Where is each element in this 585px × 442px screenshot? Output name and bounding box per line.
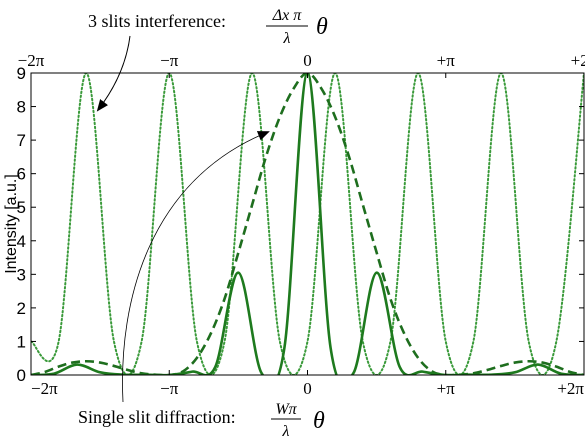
y-tick-label: 5	[17, 198, 26, 217]
series-line-interference	[31, 73, 584, 375]
diffraction-annotation-numerator: Wπ	[275, 401, 297, 418]
interference-annotation-arrow	[96, 35, 131, 112]
x-tick-label-top: −π	[160, 51, 179, 70]
diffraction-annotation-text: Single slit diffraction:	[78, 407, 236, 427]
y-tick-label: 3	[17, 265, 26, 284]
interference-annotation: 3 slits interference: Δx π λ θ	[88, 7, 328, 112]
plot-frame	[30, 72, 585, 376]
diffraction-annotation: Single slit diffraction: Wπ λ θ	[78, 131, 325, 440]
x-tick-label-bottom: +2π	[557, 379, 584, 398]
y-axis-label: Intensity [a.u.]	[3, 174, 20, 274]
series-line-diffraction	[31, 73, 584, 375]
x-tick-label-top: +π	[437, 51, 456, 70]
diffraction-annotation-denominator: λ	[282, 423, 290, 440]
x-tick-label-top: −2π	[18, 51, 45, 70]
diffraction-annotation-arrow	[122, 131, 270, 403]
interference-annotation-text: 3 slits interference:	[88, 11, 226, 31]
x-tick-label-bottom: −π	[160, 379, 179, 398]
y-tick-label: 6	[17, 165, 26, 184]
x-tick-label-top: 0	[303, 51, 312, 70]
y-tick-label: 2	[17, 299, 26, 318]
y-tick-label: 8	[17, 98, 26, 117]
y-tick-label: 9	[17, 64, 26, 83]
interference-annotation-numerator: Δx π	[272, 7, 302, 24]
x-tick-label-bottom: −2π	[31, 379, 58, 398]
y-tick-label: 1	[17, 332, 26, 351]
interference-annotation-symbol: θ	[316, 14, 328, 40]
x-tick-label-bottom: 0	[303, 379, 312, 398]
diffraction-annotation-symbol: θ	[313, 408, 325, 434]
x-tick-label-top: +2π	[571, 51, 585, 70]
y-tick-label: 7	[17, 131, 26, 150]
x-tick-label-bottom: +π	[437, 379, 456, 398]
y-tick-label: 0	[17, 366, 26, 385]
interference-annotation-denominator: λ	[283, 30, 291, 47]
y-tick-label: 4	[17, 232, 26, 251]
series-layer	[31, 73, 584, 375]
